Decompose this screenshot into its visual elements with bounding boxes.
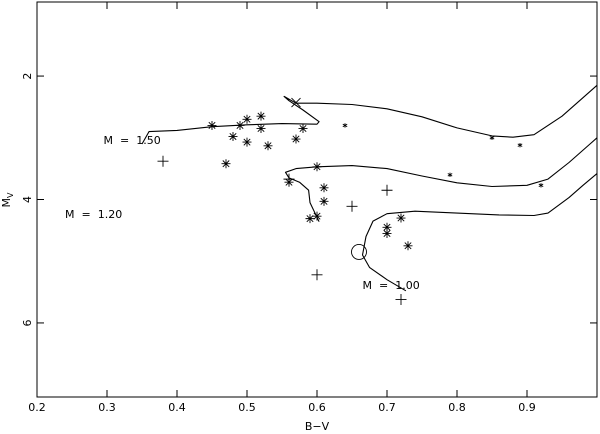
x-tick-label: 0.4 — [168, 401, 186, 414]
y-tick-label: 6 — [21, 319, 34, 326]
x-tick-label: 0.2 — [28, 401, 46, 414]
x-tick-label: 0.3 — [98, 401, 116, 414]
x-tick-label: 0.7 — [378, 401, 396, 414]
track-line-2 — [284, 137, 598, 222]
track-label-1: M = 1.50 — [104, 134, 161, 147]
plus-marker — [395, 293, 407, 305]
asterisk-marker — [263, 141, 273, 151]
asterisk-marker — [312, 211, 322, 221]
small-star-marker — [489, 135, 495, 140]
track-label-3: M = 1.00 — [363, 279, 420, 292]
asterisk-marker — [319, 183, 329, 193]
mass-tracks: M = 1.50 M = 1.20 M = 1.00 — [65, 84, 598, 292]
plus-marker — [381, 184, 393, 196]
x-tick-label: 0.5 — [238, 401, 256, 414]
small-star-marker — [447, 172, 453, 178]
y-tick-label: 2 — [21, 73, 34, 80]
small-star-marker — [538, 183, 544, 188]
asterisk-marker — [256, 124, 266, 134]
asterisk-marker — [319, 196, 329, 206]
asterisk-marker — [312, 162, 322, 172]
x-marker — [291, 97, 301, 108]
plus-marker — [346, 200, 358, 212]
track-label-2: M = 1.20 — [65, 208, 122, 221]
y-axis-label-subscript: V — [6, 192, 15, 198]
asterisk-marker — [228, 132, 238, 142]
y-ticks: 2 4 6 — [21, 73, 597, 326]
asterisk-marker — [207, 120, 217, 130]
asterisk-marker — [382, 222, 392, 232]
y-axis-label-main: M — [0, 198, 13, 208]
plot-frame — [36, 1, 598, 398]
asterisk-marker — [382, 228, 392, 238]
small-star-marker — [517, 142, 523, 148]
plus-marker — [311, 269, 323, 281]
track-line-1 — [141, 84, 598, 145]
x-tick-label: 0.6 — [308, 401, 326, 414]
x-tick-label: 0.9 — [518, 401, 536, 414]
asterisk-marker — [396, 213, 406, 223]
plus-marker — [157, 155, 169, 167]
x-axis-label: B−V — [305, 420, 330, 433]
x-ticks: 0.2 0.3 0.4 0.5 0.6 0.7 0.8 0.9 — [28, 2, 536, 414]
y-tick-label: 4 — [21, 196, 34, 203]
asterisk-marker — [242, 114, 252, 124]
track-line-3 — [361, 173, 598, 292]
asterisk-marker — [298, 124, 308, 134]
asterisk-marker — [235, 120, 245, 130]
asterisk-marker — [403, 241, 413, 251]
asterisk-marker — [305, 214, 315, 224]
plus-marker — [283, 173, 295, 185]
asterisk-marker — [221, 159, 231, 169]
asterisk-marker — [256, 111, 266, 121]
data-markers — [157, 97, 544, 305]
asterisk-marker — [291, 134, 301, 144]
y-axis-label: MV — [0, 192, 15, 208]
circle-marker — [351, 244, 367, 260]
small-star-marker — [342, 123, 348, 128]
asterisk-marker — [242, 137, 252, 147]
x-tick-label: 0.8 — [448, 401, 466, 414]
